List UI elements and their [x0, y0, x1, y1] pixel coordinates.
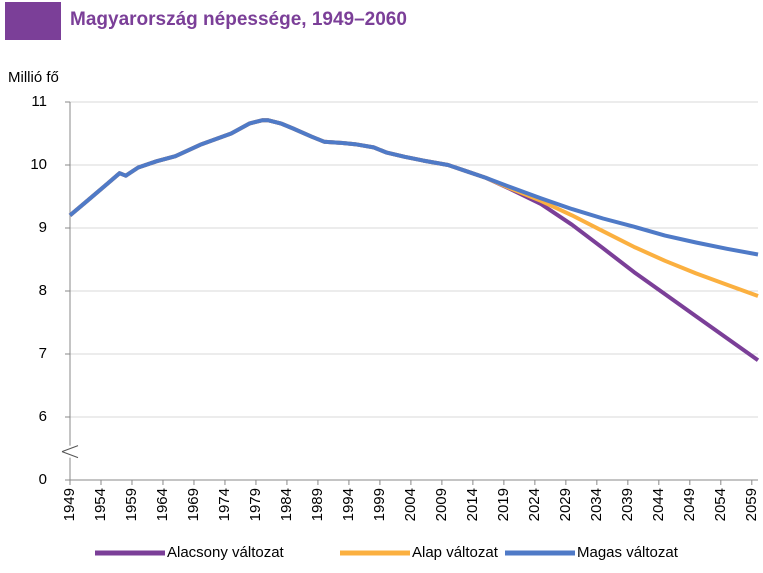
y-tick-label: 11 [31, 93, 47, 110]
x-tick-label: 2009 [433, 488, 450, 521]
legend-label: Alap változat [412, 544, 499, 561]
x-tick-label: 2024 [526, 488, 543, 521]
x-tick-label: 2054 [712, 488, 729, 521]
x-tick-label: 2004 [402, 488, 419, 521]
x-tick-label: 1984 [278, 488, 295, 521]
x-tick-label: 1979 [247, 488, 264, 521]
x-tick-label: 1999 [371, 488, 388, 521]
series-line [68, 118, 759, 298]
chart-title: Magyarország népessége, 1949–2060 [70, 9, 407, 30]
y-tick-label: 10 [30, 156, 47, 173]
x-tick-label: 1994 [340, 488, 357, 521]
x-tick-label: 1959 [123, 488, 140, 521]
y-tick-label: 7 [39, 345, 47, 362]
y-tick-label: 9 [39, 219, 47, 236]
y-tick-label: 8 [39, 282, 47, 299]
x-tick-label: 2029 [557, 488, 574, 521]
x-tick-label: 2034 [588, 488, 605, 521]
title-icon [5, 2, 61, 40]
axis-break [61, 445, 79, 459]
y-tick-label: 6 [39, 408, 47, 425]
x-tick-label: 1949 [61, 488, 78, 521]
x-tick-label: 1969 [185, 488, 202, 521]
x-tick-label: 2019 [495, 488, 512, 521]
x-tick-label: 1954 [92, 488, 109, 521]
x-tick-label: 1964 [154, 488, 171, 521]
x-tick-label: 1974 [216, 488, 233, 521]
x-tick-label: 2014 [464, 488, 481, 521]
x-tick-label: 1989 [309, 488, 326, 521]
legend-label: Magas változat [577, 544, 679, 561]
series-line [68, 118, 759, 257]
axis-break-gap [62, 445, 78, 458]
x-tick-label: 2049 [681, 488, 698, 521]
x-tick-label: 2059 [743, 488, 760, 521]
y-axis-label: Millió fő [8, 69, 59, 86]
y-tick-label: 0 [39, 471, 47, 488]
legend-label: Alacsony változat [167, 544, 285, 561]
x-tick-label: 2039 [619, 488, 636, 521]
x-tick-label: 2044 [650, 488, 667, 521]
